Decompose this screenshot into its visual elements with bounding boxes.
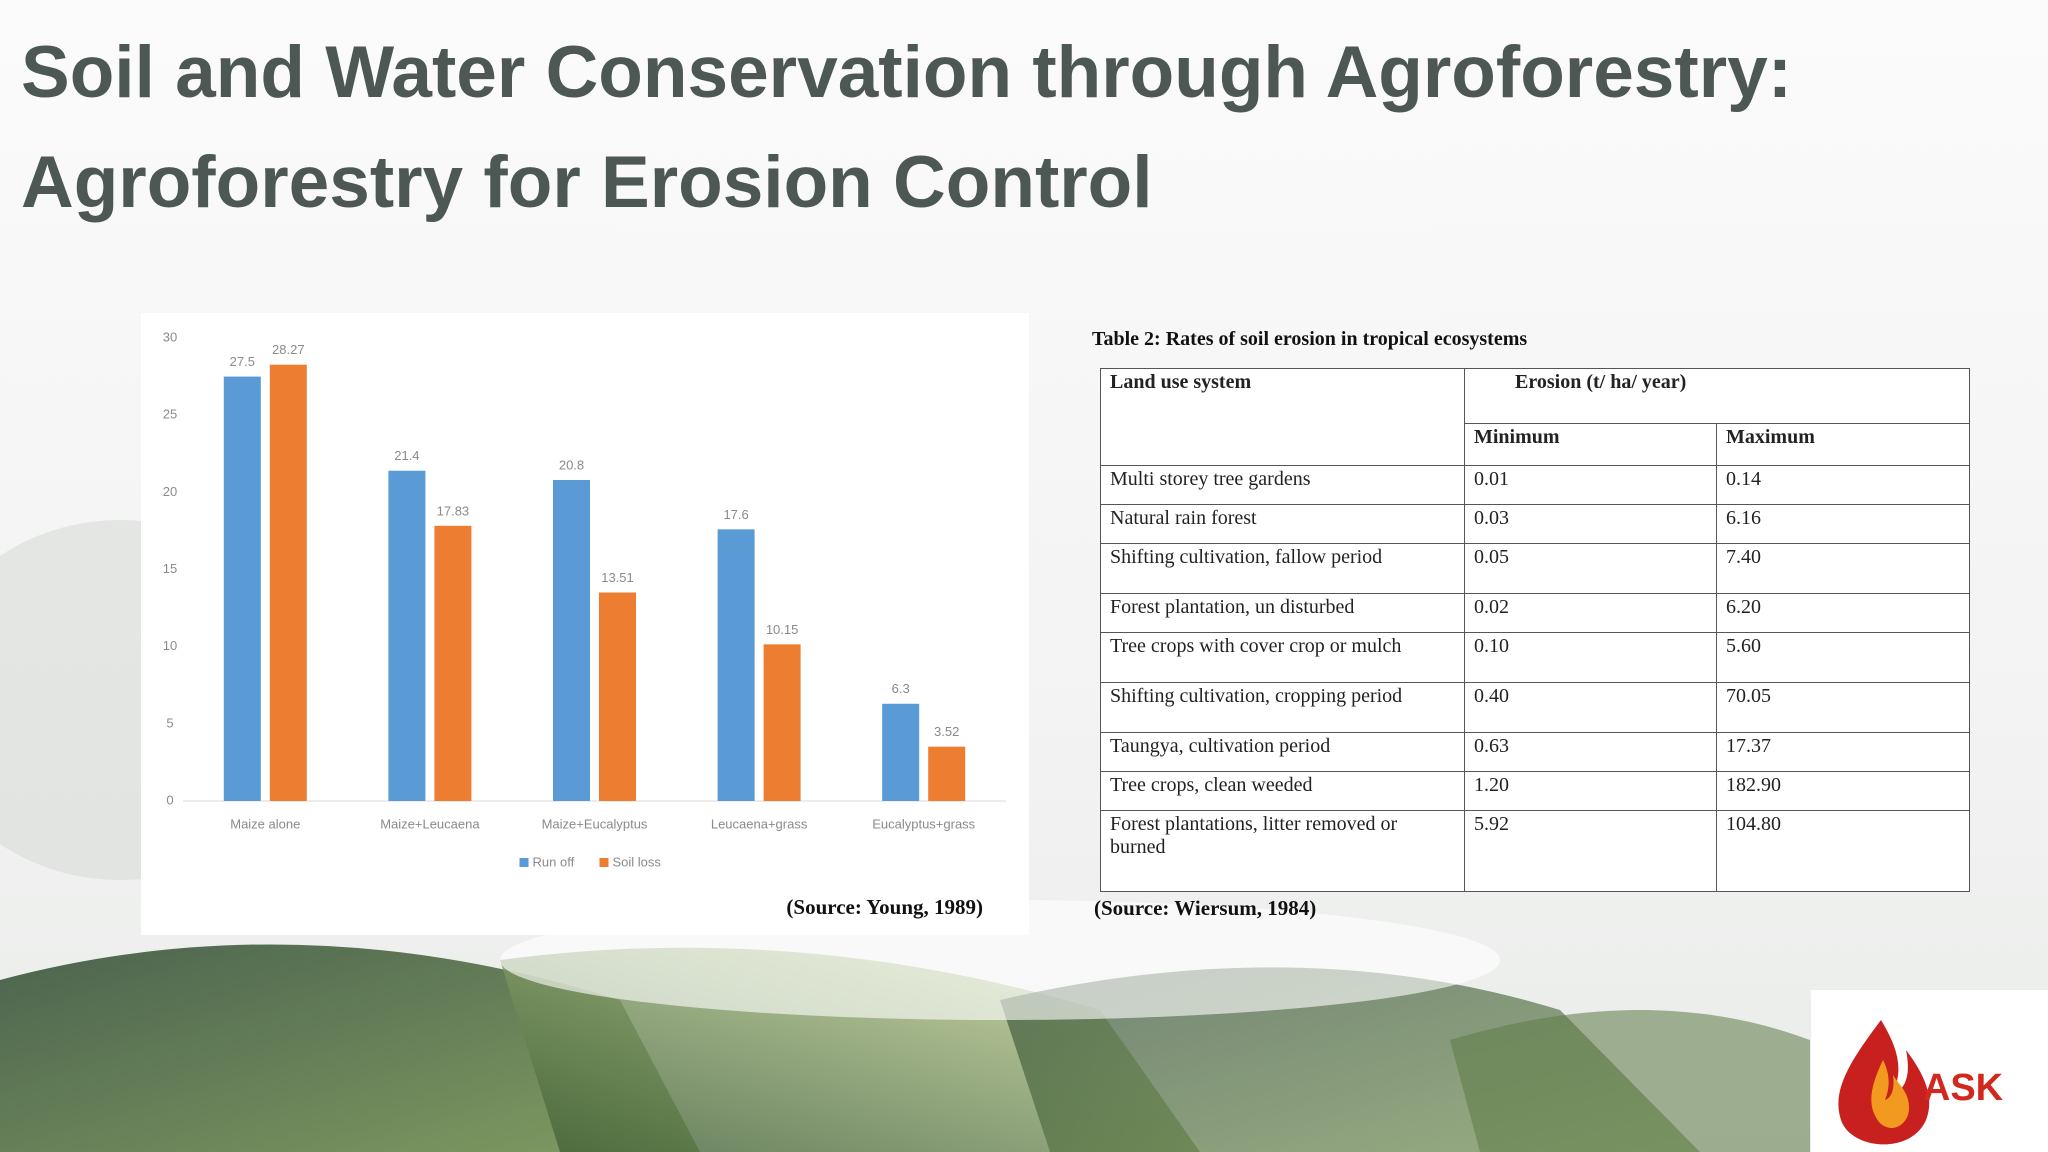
bar [599, 592, 636, 801]
logo: ASK [1811, 990, 2048, 1152]
table-cell: 0.63 [1464, 732, 1717, 772]
value-label: 17.83 [437, 503, 470, 518]
table-cell: 104.80 [1716, 810, 1970, 892]
table-cell: 7.40 [1716, 543, 1970, 594]
header-cell: Maximum [1716, 423, 1970, 466]
table-cell: 70.05 [1716, 682, 1970, 733]
value-label: 6.3 [892, 681, 910, 696]
table-row: Shifting cultivation, cropping period 0.4… [1100, 682, 1970, 733]
y-tick-label: 5 [166, 715, 173, 730]
table-cell: Tree crops with cover crop or mulch [1100, 632, 1465, 683]
bar [388, 470, 426, 801]
y-tick-label: 20 [163, 484, 177, 499]
table-cell: 0.10 [1464, 632, 1717, 683]
table-cell: Shifting cultivation, cropping period [1100, 682, 1465, 733]
erosion-table: Land use system Erosion (t/ ha/ year) Mi… [1100, 368, 1970, 892]
bar [882, 703, 920, 801]
header-cell: Land use system [1100, 368, 1465, 466]
x-tick-label: Maize+Eucalyptus [542, 816, 648, 831]
table-cell: Taungya, cultivation period [1100, 732, 1465, 772]
logo-text: ASK [1923, 1067, 2004, 1109]
table-cell: 0.01 [1464, 465, 1717, 505]
table-cell: 0.14 [1716, 465, 1970, 505]
value-label: 17.6 [723, 507, 748, 522]
title-line: Soil and Water Conservation through Agro… [21, 32, 1793, 113]
chart-source: (Source: Young, 1989) [786, 895, 983, 919]
table-row: Shifting cultivation, fallow period 0.05 7… [1100, 543, 1970, 594]
y-tick-label: 0 [166, 792, 173, 807]
table-cell: 6.20 [1716, 593, 1970, 633]
table-cell: 0.03 [1464, 504, 1717, 544]
table-row: Forest plantation, un disturbed 0.02 6.20 [1100, 593, 1970, 633]
table-cell: Tree crops, clean weeded [1100, 771, 1465, 811]
table-row: Multi storey tree gardens 0.01 0.14 [1100, 465, 1970, 505]
bar [269, 364, 307, 801]
value-label: 21.4 [394, 448, 419, 463]
value-label: 13.51 [601, 570, 634, 585]
table-cell: Natural rain forest [1100, 504, 1465, 544]
bar [553, 479, 590, 801]
table-cell: 5.92 [1464, 810, 1717, 892]
table-source: (Source: Wiersum, 1984) [1094, 896, 1317, 920]
value-label: 27.5 [230, 354, 255, 369]
table-cell: 6.16 [1716, 504, 1970, 544]
table-row: Tree crops with cover crop or mulch 0.10 5… [1100, 632, 1970, 683]
header-cell: Minimum [1464, 423, 1717, 466]
value-label: 20.8 [559, 457, 584, 472]
table-cell: 0.40 [1464, 682, 1717, 733]
table-cell: 5.60 [1716, 632, 1970, 683]
legend-swatch [599, 858, 609, 867]
header-cell: Erosion (t/ ha/ year) [1464, 368, 1970, 424]
bar [763, 644, 801, 801]
value-label: 28.27 [272, 342, 305, 357]
legend-label: Soil loss [613, 854, 662, 869]
table-cell: Forest plantations, litter removed or bu… [1100, 810, 1465, 892]
y-tick-label: 15 [163, 561, 177, 576]
y-tick-label: 30 [163, 329, 177, 344]
title-line: Agroforestry for Erosion Control [21, 142, 1153, 223]
x-tick-label: Maize+Leucaena [380, 816, 480, 831]
table-cell: Shifting cultivation, fallow period [1100, 543, 1465, 594]
logo-mark: ASK [1838, 1020, 2004, 1145]
legend-swatch [519, 858, 529, 867]
bar [717, 529, 755, 801]
table-title: Table 2: Rates of soil erosion in tropic… [1092, 328, 1528, 350]
x-tick-label: Eucalyptus+grass [872, 816, 975, 831]
bar [928, 746, 966, 801]
x-tick-label: Maize alone [230, 816, 300, 831]
slide-title: Soil and Water Conservation through Agro… [21, 18, 1792, 238]
y-tick-label: 25 [163, 407, 177, 422]
x-tick-label: Leucaena+grass [711, 816, 808, 831]
table-cell: 1.20 [1464, 771, 1717, 811]
table-row: Natural rain forest 0.03 6.16 [1100, 504, 1970, 544]
table-cell: Forest plantation, un disturbed [1100, 593, 1465, 633]
table-cell: 182.90 [1716, 771, 1970, 811]
table-row: Taungya, cultivation period 0.63 17.37 [1100, 732, 1970, 772]
y-tick-label: 10 [163, 638, 177, 653]
table-cell: 0.05 [1464, 543, 1717, 594]
table-cell: 0.02 [1464, 593, 1717, 633]
table-cell: Multi storey tree gardens [1100, 465, 1465, 505]
table-row: Forest plantations, litter removed or bu… [1100, 810, 1970, 892]
value-label: 10.15 [766, 622, 799, 637]
legend-label: Run off [533, 854, 575, 869]
table-cell: 17.37 [1716, 732, 1970, 772]
table-row: Tree crops, clean weeded 1.20 182.90 [1100, 771, 1970, 811]
bar [434, 525, 472, 801]
bar [223, 376, 261, 801]
value-label: 3.52 [934, 724, 959, 739]
